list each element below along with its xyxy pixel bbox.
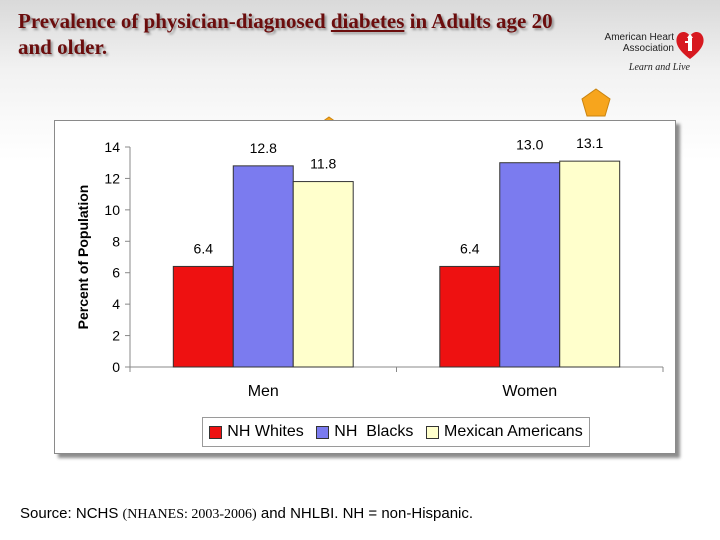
bar [559,160,621,368]
source-text-1: Source: NCHS [20,505,123,522]
legend-label: NH Whites [227,423,304,440]
legend-swatch [209,425,223,439]
y-tick-label: 2 [112,328,120,344]
logo-line1: American Heart [604,32,674,43]
slide-title: Prevalence of physician-diagnosed diabet… [18,8,578,60]
bar [499,162,561,368]
pentagon-arrow-icon [581,88,611,117]
bar [232,165,294,368]
bar-value-label: 13.1 [576,135,603,151]
heart-torch-icon [676,31,704,59]
bar [172,265,234,368]
source-text-2: (NHANES: 2003-2006) [122,507,257,522]
title-text-2: in Adults age 20 and older. [18,9,553,59]
y-tick-label: 0 [112,359,120,375]
x-category-label: Women [502,383,557,400]
chart-legend: NH Whites NH Blacks Mexican Americans [202,417,590,447]
source-note: Source: NCHS (NHANES: 2003-2006) and NHL… [20,505,473,523]
bar [439,265,501,368]
bar-value-label: 12.8 [250,140,277,156]
bar-value-label: 13.0 [516,137,543,153]
y-tick-label: 14 [104,139,120,155]
bar-value-label: 6.4 [194,240,214,256]
y-axis-title: Percent of Population [75,185,91,330]
title-text-1: Prevalence of physician-diagnosed [18,9,331,33]
source-text-3: and NHLBI. NH = non-Hispanic. [256,505,474,522]
logo-line2: Association [622,43,674,54]
aha-logo: American Heart Association Learn and Liv… [592,26,712,76]
y-tick-label: 10 [104,202,120,218]
legend-item: NH Blacks [316,423,413,441]
bar-value-label: 11.8 [310,156,336,172]
chart-frame: 0 2 4 6 8 10 12 14 Percent of Population 6.4 12.8 1… [54,120,676,454]
legend-swatch [316,425,330,439]
legend-item: Mexican Americans [425,423,583,441]
bar-value-label: 6.4 [460,240,480,256]
y-tick-label: 8 [112,233,120,249]
legend-swatch [425,425,439,439]
legend-label: Mexican Americans [443,423,583,440]
title-underlined-word: diabetes [330,9,405,33]
bar [292,181,354,368]
bar-chart: 0 2 4 6 8 10 12 14 Percent of Population 6.4 12.8 1… [75,135,664,400]
y-tick-label: 12 [104,170,120,186]
y-tick-label: 4 [112,296,120,312]
x-category-label: Men [248,383,279,400]
logo-tagline: Learn and Live [628,62,690,73]
y-tick-label: 6 [112,265,120,281]
legend-label: NH Blacks [334,423,414,440]
legend-item: NH Whites [209,423,304,441]
